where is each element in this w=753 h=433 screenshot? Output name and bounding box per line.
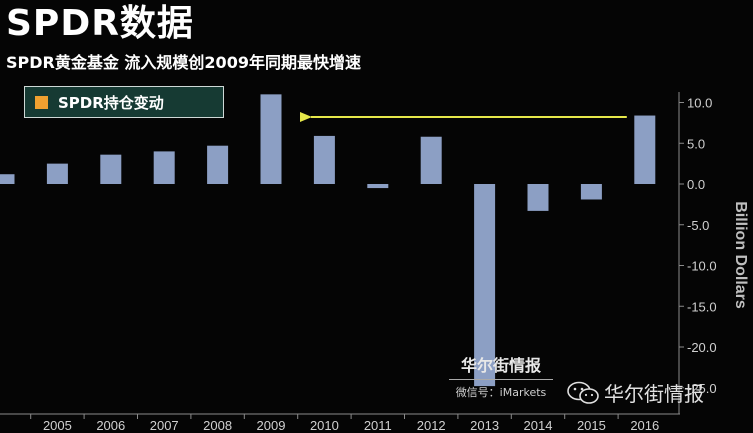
bar-2014 — [527, 184, 549, 211]
legend: SPDR持仓变动 — [24, 86, 224, 118]
x-tick-label-2010: 2010 — [310, 418, 339, 433]
watermark-brand-text: 华尔街情报 — [604, 382, 704, 406]
chart-subtitle: SPDR黄金基金 流入规模创2009年同期最快增速 — [6, 53, 361, 72]
x-tick-label-2014: 2014 — [524, 418, 553, 433]
bar-2015 — [580, 184, 602, 200]
wechat-icon — [567, 381, 599, 404]
bar-2009 — [260, 94, 282, 184]
legend-swatch — [35, 95, 48, 109]
x-tick-label-2012: 2012 — [417, 418, 446, 433]
chart-title: SPDR数据 — [6, 3, 194, 44]
bar-2013 — [474, 184, 496, 387]
bar-2006 — [100, 154, 122, 184]
x-tick-label-2008: 2008 — [203, 418, 232, 433]
y-tick-label: 5.0 — [687, 136, 705, 151]
y-axis: 10.0 5.0 0.0 -5.0 -10.0 -15.0 -20.0 -25.0 — [678, 92, 717, 414]
bar-2010 — [313, 135, 335, 184]
y-tick-label: 0.0 — [687, 177, 705, 192]
bar-2011 — [367, 184, 389, 189]
x-axis: 2005 2006 2007 2008 2009 2010 2011 2012 2013 2014… — [0, 413, 680, 433]
y-tick-label: -5.0 — [687, 218, 709, 233]
bar-2016 — [634, 115, 656, 184]
y-tick-label: -25.0 — [687, 381, 717, 396]
watermark-divider — [449, 379, 553, 380]
legend-label: SPDR持仓变动 — [58, 93, 164, 112]
x-tick-label-2009: 2009 — [257, 418, 286, 433]
x-tick-label-2007: 2007 — [150, 418, 179, 433]
bars-group — [0, 94, 656, 387]
bar-2007 — [153, 151, 175, 184]
watermark-name: 华尔街情报 — [460, 356, 541, 375]
x-tick-label-2015: 2015 — [577, 418, 606, 433]
y-tick-label: -15.0 — [687, 299, 717, 314]
x-tick-label-2011: 2011 — [364, 418, 392, 433]
x-tick-label-2013: 2013 — [470, 418, 499, 433]
x-tick-label-2006: 2006 — [96, 418, 125, 433]
y-tick-label: -10.0 — [687, 259, 717, 274]
y-tick-label: 10.0 — [687, 96, 712, 111]
bar-2012 — [420, 136, 442, 184]
x-tick-label-2005: 2005 — [43, 418, 72, 433]
watermark-brand: 华尔街情报 — [566, 378, 704, 407]
bar-2008 — [207, 145, 229, 184]
bar-2004 — [0, 174, 15, 184]
x-tick-label-2016: 2016 — [630, 418, 659, 433]
y-tick-label: -20.0 — [687, 340, 717, 355]
bar-2005 — [46, 163, 68, 184]
y-axis-label: Billion Dollars — [732, 201, 749, 309]
watermark-wechat-id: 微信号：iMarkets — [455, 386, 547, 399]
